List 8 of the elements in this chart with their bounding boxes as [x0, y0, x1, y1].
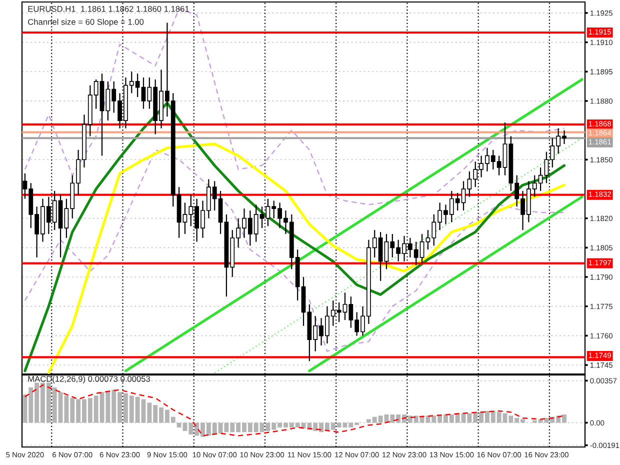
chart-title: MACD(12,26,9) 0.00073 0.00053	[28, 376, 150, 384]
line-series	[47, 142, 566, 374]
line-series	[24, 149, 565, 352]
line-series	[24, 102, 566, 372]
line-series	[24, 384, 565, 436]
text: Channel size = 60 Slope = 1.00	[28, 18, 144, 27]
line-series	[24, 8, 565, 206]
chart-title: EURUSD.H1 1.1861 1.1862 1.1860 1.1861	[28, 6, 189, 12]
